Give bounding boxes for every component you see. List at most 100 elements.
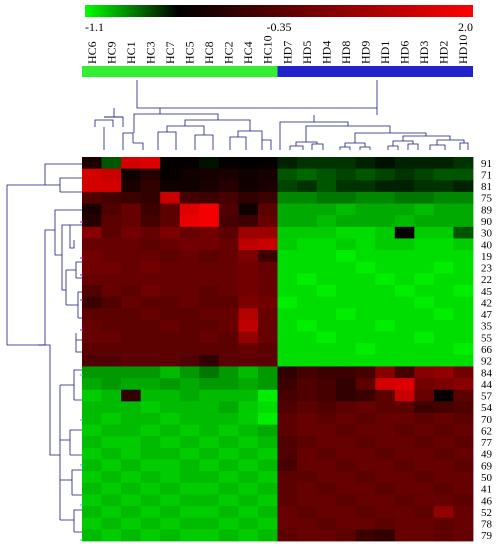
heatmap-cell	[355, 168, 376, 181]
heatmap-cell	[199, 517, 220, 530]
heatmap-cell	[218, 319, 239, 332]
row-label: 19	[481, 251, 493, 263]
heatmap-cell	[179, 296, 200, 309]
heatmap-cell	[140, 203, 161, 216]
heatmap-cell	[336, 285, 357, 298]
heatmap-cell	[277, 471, 298, 484]
heatmap-cell	[218, 285, 239, 298]
heatmap-cell	[375, 296, 396, 309]
heatmap-cell	[160, 436, 181, 449]
heatmap-cell	[160, 168, 181, 181]
heatmap-cell	[394, 203, 415, 216]
heatmap-cell	[160, 261, 181, 274]
heatmap-cell	[316, 366, 337, 379]
heatmap-cell	[160, 157, 181, 170]
heatmap-cell	[82, 366, 102, 379]
heatmap-cell	[453, 471, 474, 484]
heatmap-cell	[257, 215, 278, 228]
heatmap-cell	[179, 238, 200, 251]
heatmap-cell	[433, 459, 454, 472]
heatmap-cell	[199, 482, 220, 495]
row-label: 46	[481, 495, 493, 507]
column-label: HD2	[437, 41, 451, 64]
heatmap-cell	[414, 308, 435, 321]
heatmap-cell	[453, 331, 474, 344]
heatmap-cell	[394, 343, 415, 356]
heatmap-cell	[414, 273, 435, 286]
heatmap-cell	[140, 447, 161, 460]
heatmap-cell	[238, 506, 259, 519]
heatmap-cell	[297, 308, 317, 321]
heatmap-cell	[375, 529, 396, 542]
heatmap-cell	[316, 471, 337, 484]
heatmap-cell	[394, 215, 415, 228]
heatmap-cell	[238, 319, 259, 332]
row-label: 22	[481, 274, 492, 286]
heatmap-cell	[199, 319, 220, 332]
heatmap-cell	[140, 366, 161, 379]
heatmap-cell	[394, 401, 415, 414]
heatmap-cell	[336, 296, 357, 309]
heatmap-cell	[433, 436, 454, 449]
heatmap-cell	[414, 168, 435, 181]
heatmap-cell	[433, 378, 454, 391]
heatmap-cell	[218, 424, 239, 437]
heatmap-cell	[336, 447, 357, 460]
heatmap-cell	[82, 261, 102, 274]
row-label: 75	[481, 193, 493, 205]
heatmap-cell	[336, 331, 357, 344]
heatmap-cell	[297, 203, 317, 216]
heatmap-cell	[297, 389, 317, 402]
heatmap-cell	[179, 482, 200, 495]
heatmap-cell	[238, 296, 259, 309]
heatmap-cell	[375, 319, 396, 332]
heatmap-cell	[179, 447, 200, 460]
heatmap-cell	[199, 424, 220, 437]
heatmap-cell	[394, 354, 415, 367]
heatmap-cell	[394, 459, 415, 472]
heatmap-cell	[316, 447, 337, 460]
row-label: 70	[481, 414, 493, 426]
heatmap-cell	[238, 494, 259, 507]
heatmap-cell	[257, 343, 278, 356]
heatmap-cell	[336, 366, 357, 379]
heatmap-cell	[218, 389, 239, 402]
heatmap-cell	[238, 261, 259, 274]
heatmap-cell	[121, 250, 142, 263]
heatmap-cell	[121, 203, 142, 216]
color-scale-min-label: -1.1	[85, 20, 104, 34]
heatmap-cell	[375, 424, 396, 437]
heatmap-cell	[375, 494, 396, 507]
row-label: 62	[481, 425, 492, 437]
heatmap-cell	[121, 529, 142, 542]
column-label: HD5	[300, 41, 314, 64]
heatmap-cell	[82, 494, 102, 507]
heatmap-cell	[101, 389, 122, 402]
heatmap-cell	[238, 273, 259, 286]
group-color-bars	[82, 66, 473, 77]
heatmap-cell	[218, 331, 239, 344]
heatmap-cell	[453, 157, 474, 170]
heatmap-cell	[257, 436, 278, 449]
heatmap-cell	[297, 459, 317, 472]
heatmap-cell	[355, 413, 376, 426]
heatmap-cell	[140, 343, 161, 356]
heatmap-cell	[375, 215, 396, 228]
heatmap-cell	[277, 436, 298, 449]
heatmap-cell	[433, 471, 454, 484]
heatmap-cell	[277, 413, 298, 426]
heatmap-cell	[453, 180, 474, 193]
heatmap-cell	[179, 343, 200, 356]
heatmap-cell	[414, 226, 435, 239]
heatmap-cell	[218, 482, 239, 495]
heatmap-cell	[297, 215, 317, 228]
heatmap-cell	[199, 378, 220, 391]
heatmap-cell	[218, 343, 239, 356]
heatmap-cell	[218, 215, 239, 228]
heatmap-cell	[218, 401, 239, 414]
heatmap-cell	[297, 191, 317, 204]
heatmap-cell	[336, 354, 357, 367]
heatmap-cell	[453, 413, 474, 426]
heatmap-cell	[199, 494, 220, 507]
heatmap-cell	[218, 308, 239, 321]
